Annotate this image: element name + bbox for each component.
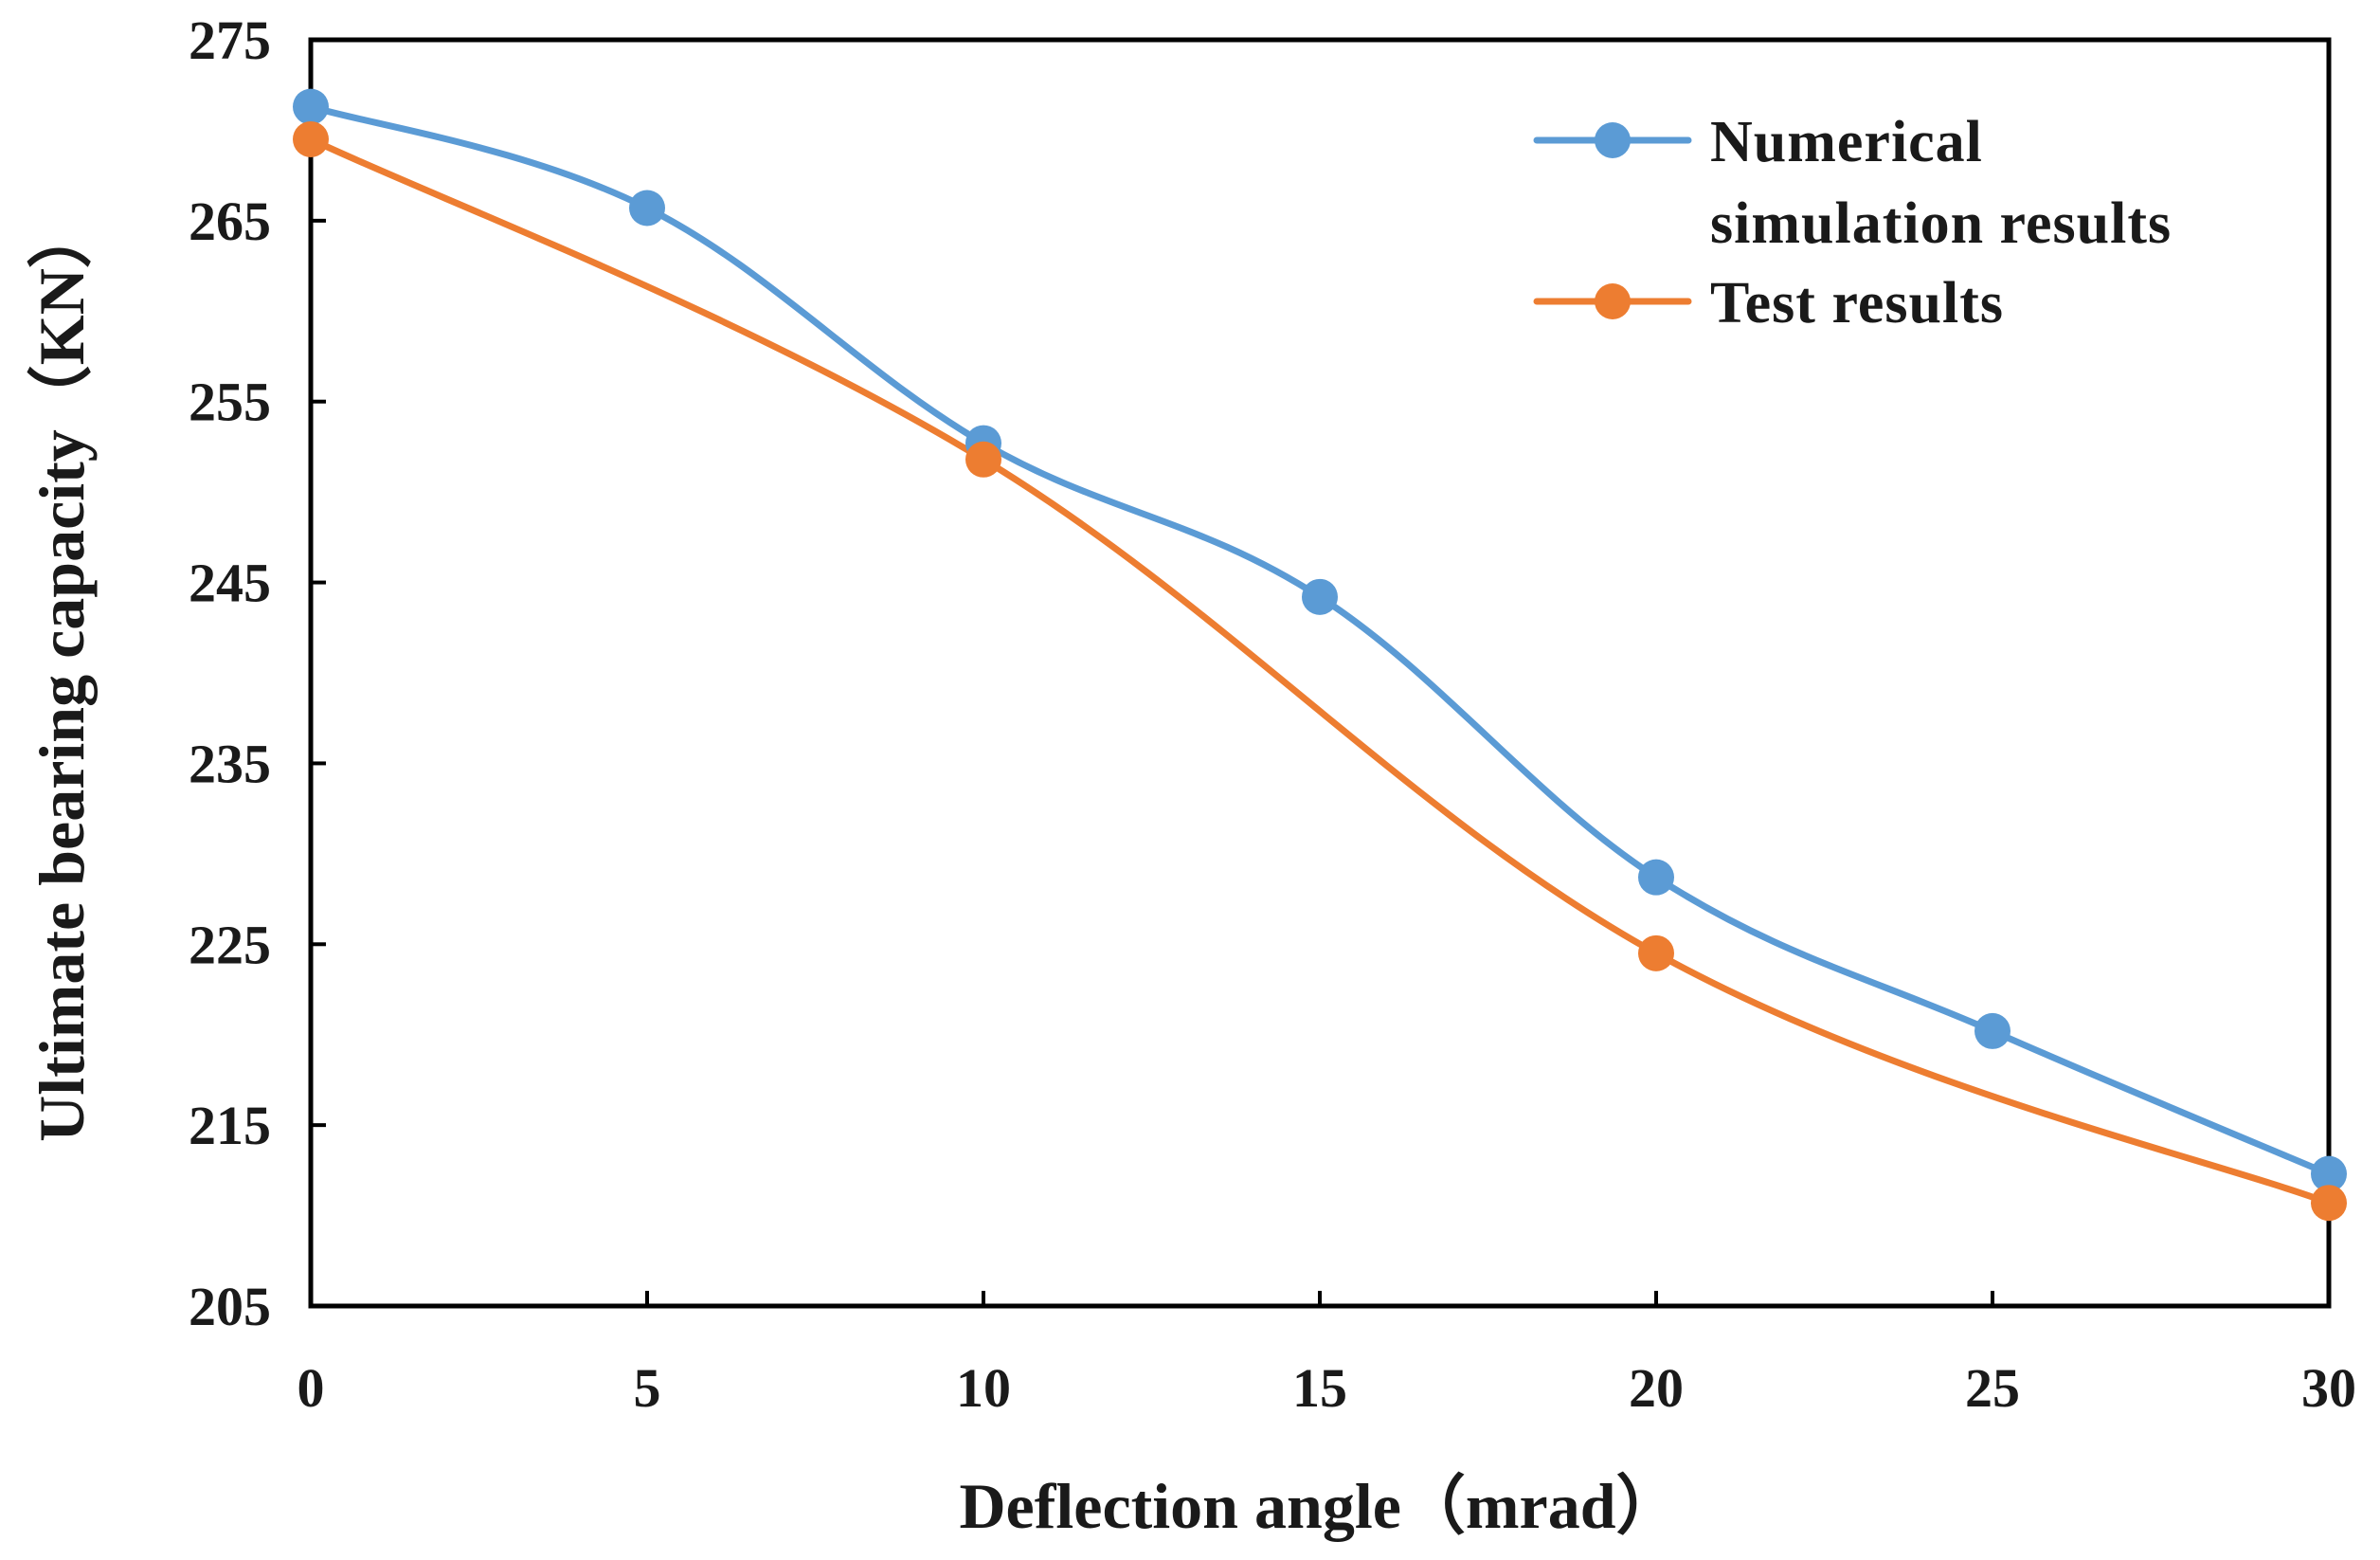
y-tick-label: 205 xyxy=(189,1276,271,1337)
series-0-point xyxy=(1638,859,1674,896)
y-axis-title: Ultimate bearing capacity（KN） xyxy=(26,204,98,1142)
x-axis-title: Deflection angle（mrad） xyxy=(959,1470,1680,1542)
legend-label: Test results xyxy=(1710,271,2004,336)
series-0-point xyxy=(293,88,329,125)
axes-layer: 0 5 10 15 20 25 30 205 215 225 235 245 255 265 275 Defl… xyxy=(26,9,2356,1542)
legend-swatch-marker-1 xyxy=(1595,283,1631,319)
y-tick-label: 225 xyxy=(189,914,271,975)
series-line-0 xyxy=(307,103,2333,1178)
x-tick-label: 15 xyxy=(1292,1357,1347,1419)
series-1-point xyxy=(1638,934,1674,971)
y-tick-label: 245 xyxy=(189,553,271,614)
series-1-point xyxy=(2311,1185,2347,1222)
series-line-1 xyxy=(307,136,2333,1206)
series-layer xyxy=(293,88,2347,1222)
series-0-point xyxy=(1974,1012,2010,1049)
series-0-point xyxy=(629,190,665,227)
x-tick-label: 20 xyxy=(1629,1357,1684,1419)
x-tick-label: 0 xyxy=(298,1357,325,1419)
y-tick-label: 215 xyxy=(189,1095,271,1156)
legend-label: Numerical xyxy=(1710,110,1983,174)
legend-label: simulation results xyxy=(1710,191,2172,256)
y-tick-label: 235 xyxy=(189,733,271,794)
x-tick-label: 10 xyxy=(956,1357,1011,1419)
y-tick-label: 275 xyxy=(189,9,271,71)
legend-swatch-marker-0 xyxy=(1595,122,1631,158)
y-tick-label: 265 xyxy=(189,190,271,252)
series-1-point xyxy=(965,441,1001,478)
x-tick-label: 5 xyxy=(634,1357,661,1419)
x-tick-label: 25 xyxy=(1965,1357,2020,1419)
series-0-point xyxy=(1302,578,1338,615)
series-0-point xyxy=(2311,1155,2347,1192)
series-1-point xyxy=(293,120,329,157)
x-tick-label: 30 xyxy=(2301,1357,2356,1419)
legend: Numerical simulation results Test results xyxy=(1533,110,2172,336)
y-tick-label: 255 xyxy=(189,372,271,433)
